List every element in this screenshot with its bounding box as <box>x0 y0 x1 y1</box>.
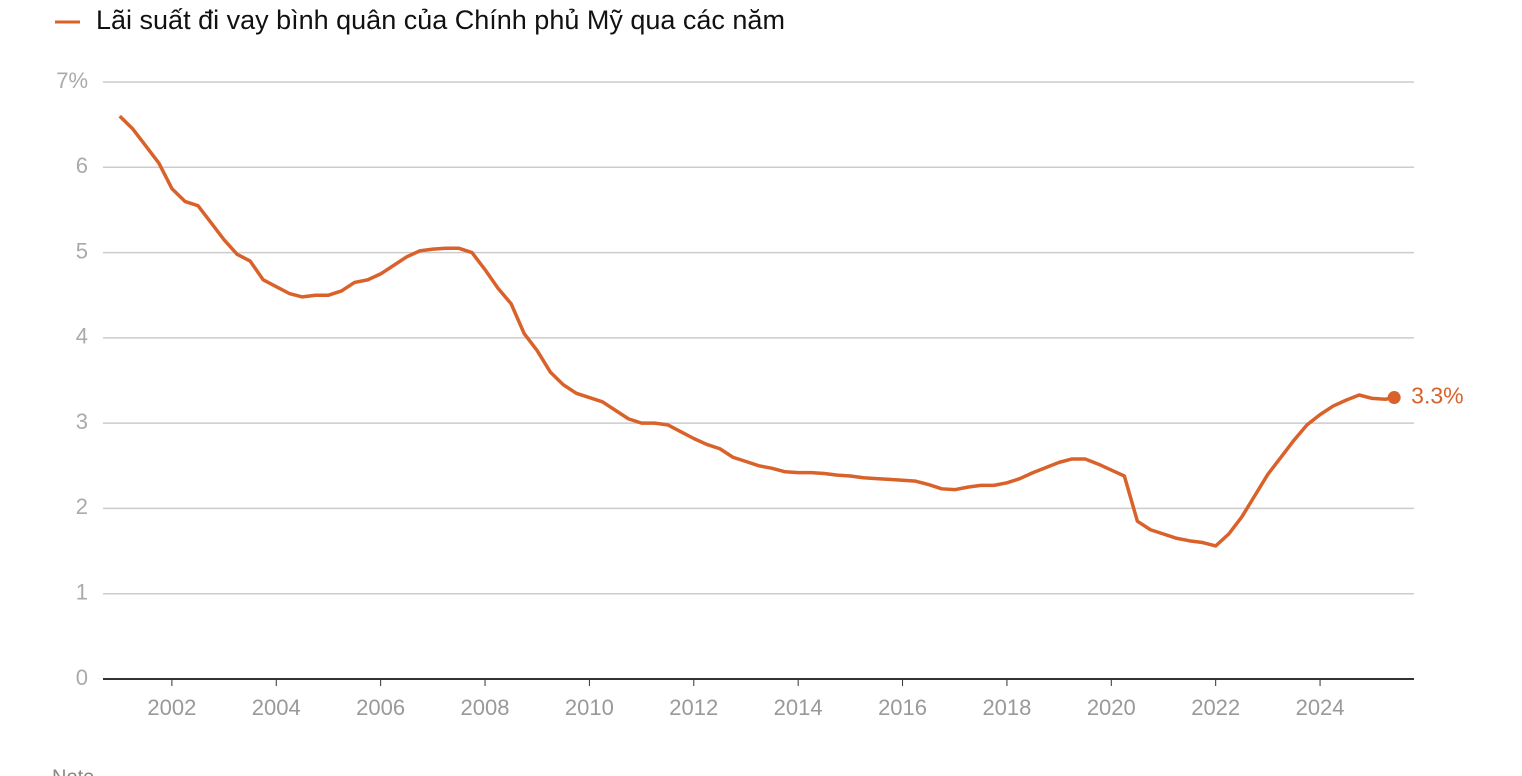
y-tick-label: 4 <box>76 324 88 349</box>
x-tick-label: 2018 <box>982 695 1031 720</box>
line <box>118 114 1395 548</box>
y-tick-label: 2 <box>76 494 88 519</box>
y-tick-label: 6 <box>76 153 88 178</box>
note: Note <box>52 766 94 776</box>
x-tick-label: 2002 <box>147 695 196 720</box>
x-tick-label: 2014 <box>774 695 823 720</box>
legend-label: Lãi suất đi vay bình quân của Chính phủ … <box>96 5 785 35</box>
x-tick-label: 2016 <box>878 695 927 720</box>
x-tick-label: 2020 <box>1087 695 1136 720</box>
y-tick-label: 3 <box>76 409 88 434</box>
x-tick-label: 2024 <box>1296 695 1345 720</box>
end-point <box>1387 391 1401 405</box>
y-tick-label: 7% <box>56 68 88 93</box>
end-label: 3.3% <box>1411 383 1463 409</box>
x-tick-label: 2004 <box>252 695 301 720</box>
x-tick-label: 2010 <box>565 695 614 720</box>
x-tick-label: 2006 <box>356 695 405 720</box>
x-tick-label: 2008 <box>461 695 510 720</box>
y-tick-label: 0 <box>76 665 88 690</box>
x-tick-label: 2012 <box>669 695 718 720</box>
y-tick-label: 5 <box>76 238 88 263</box>
x-tick-label: 2022 <box>1191 695 1240 720</box>
y-tick-label: 1 <box>76 580 88 605</box>
